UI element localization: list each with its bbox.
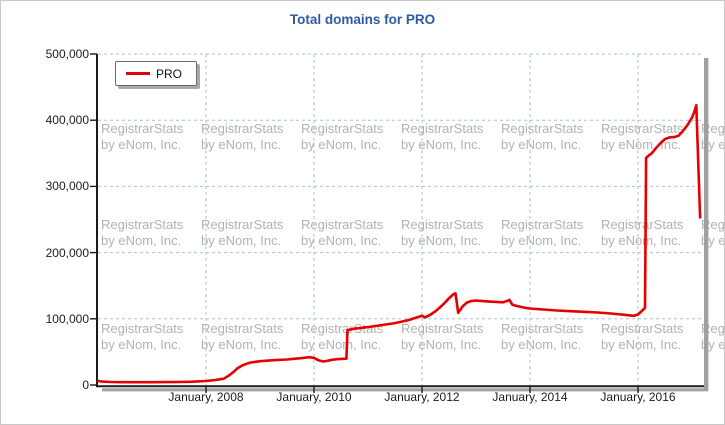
y-axis-tick-label: 500,000 [45,47,89,61]
watermark-line1: RegistrarStats [301,321,384,336]
x-axis-tick-label: January, 2014 [492,390,568,404]
axes [96,54,704,388]
legend-box: PRO [115,61,197,86]
pro-series-line [96,104,702,384]
watermark-line1: RegistrarStats [301,217,384,232]
watermark-line1: RegistrarStats [601,217,684,232]
watermark-line1: RegistrarStats [301,121,384,136]
watermark-line1: RegistrarStats [201,321,284,336]
watermark-line1: RegistrarStats [601,321,684,336]
x-axis-tick-label: January, 2016 [600,390,676,404]
watermark-line2: by eNom, Inc. [301,232,382,248]
watermark-line1: RegistrarStats [601,121,684,136]
watermark-line2: by eNom, Inc. [501,136,582,152]
watermark-line2: by eNom, Inc. [601,336,682,352]
watermark-line1: RegistrarStats [501,217,584,232]
watermark-line2: by eNom, Inc. [601,232,682,248]
legend-label-pro: PRO [156,66,183,81]
watermark-line2: by eNom, Inc. [301,336,382,352]
y-axis-tick-label: 200,000 [45,245,89,260]
watermark-line1: RegistrarStats [101,121,184,136]
watermark-line2: by eNom, Inc. [201,336,282,352]
watermark-line2: by eNom, Inc. [401,136,482,152]
x-axis-tick-label: January, 2008 [168,390,244,404]
watermark-line2: by eNom, Inc. [401,232,482,248]
y-axis-tick-label: 400,000 [45,113,89,128]
axis-shadow [102,58,709,392]
y-axis-tick-label: 300,000 [45,179,89,194]
watermark-line2: by eNom, Inc. [501,232,582,248]
watermark-line1: RegistrarStats [401,321,484,336]
watermark-line1: RegistrarStats [401,217,484,232]
y-axis-tick-label: 0 [82,378,89,392]
watermark-line1: RegistrarStats [201,217,284,232]
watermark-line2: by eNom, Inc. [501,336,582,352]
y-axis-tick-label: 100,000 [45,311,89,326]
watermark-line1: RegistrarStats [501,321,584,336]
watermark-line1: RegistrarStats [201,121,284,136]
watermark-line1: RegistrarStats [501,121,584,136]
watermark-line1: RegistrarStats [101,217,184,232]
watermark-line2: by eNom, Inc. [101,136,182,152]
axis-ticks [90,53,639,393]
watermark-line2: by eNom, Inc. [101,232,182,248]
watermark-line2: by eNom, Inc. [201,136,282,152]
watermark-line1: RegistrarStats [401,121,484,136]
chart-title: Total domains for PRO [289,12,436,27]
watermark-line2: by eNom, Inc. [601,136,682,152]
legend-line-swatch-pro [126,72,150,75]
watermark-line2: by eNom, Inc. [401,336,482,352]
x-axis-tick-label: January, 2010 [276,390,352,404]
watermark-line2: by eNom, Inc. [101,336,182,352]
x-axis-tick-label: January, 2012 [384,390,460,404]
watermark-line1: RegistrarStats [101,321,184,336]
watermark-line2: by eNom, Inc. [301,136,382,152]
watermark-line2: by eNom, Inc. [201,232,282,248]
